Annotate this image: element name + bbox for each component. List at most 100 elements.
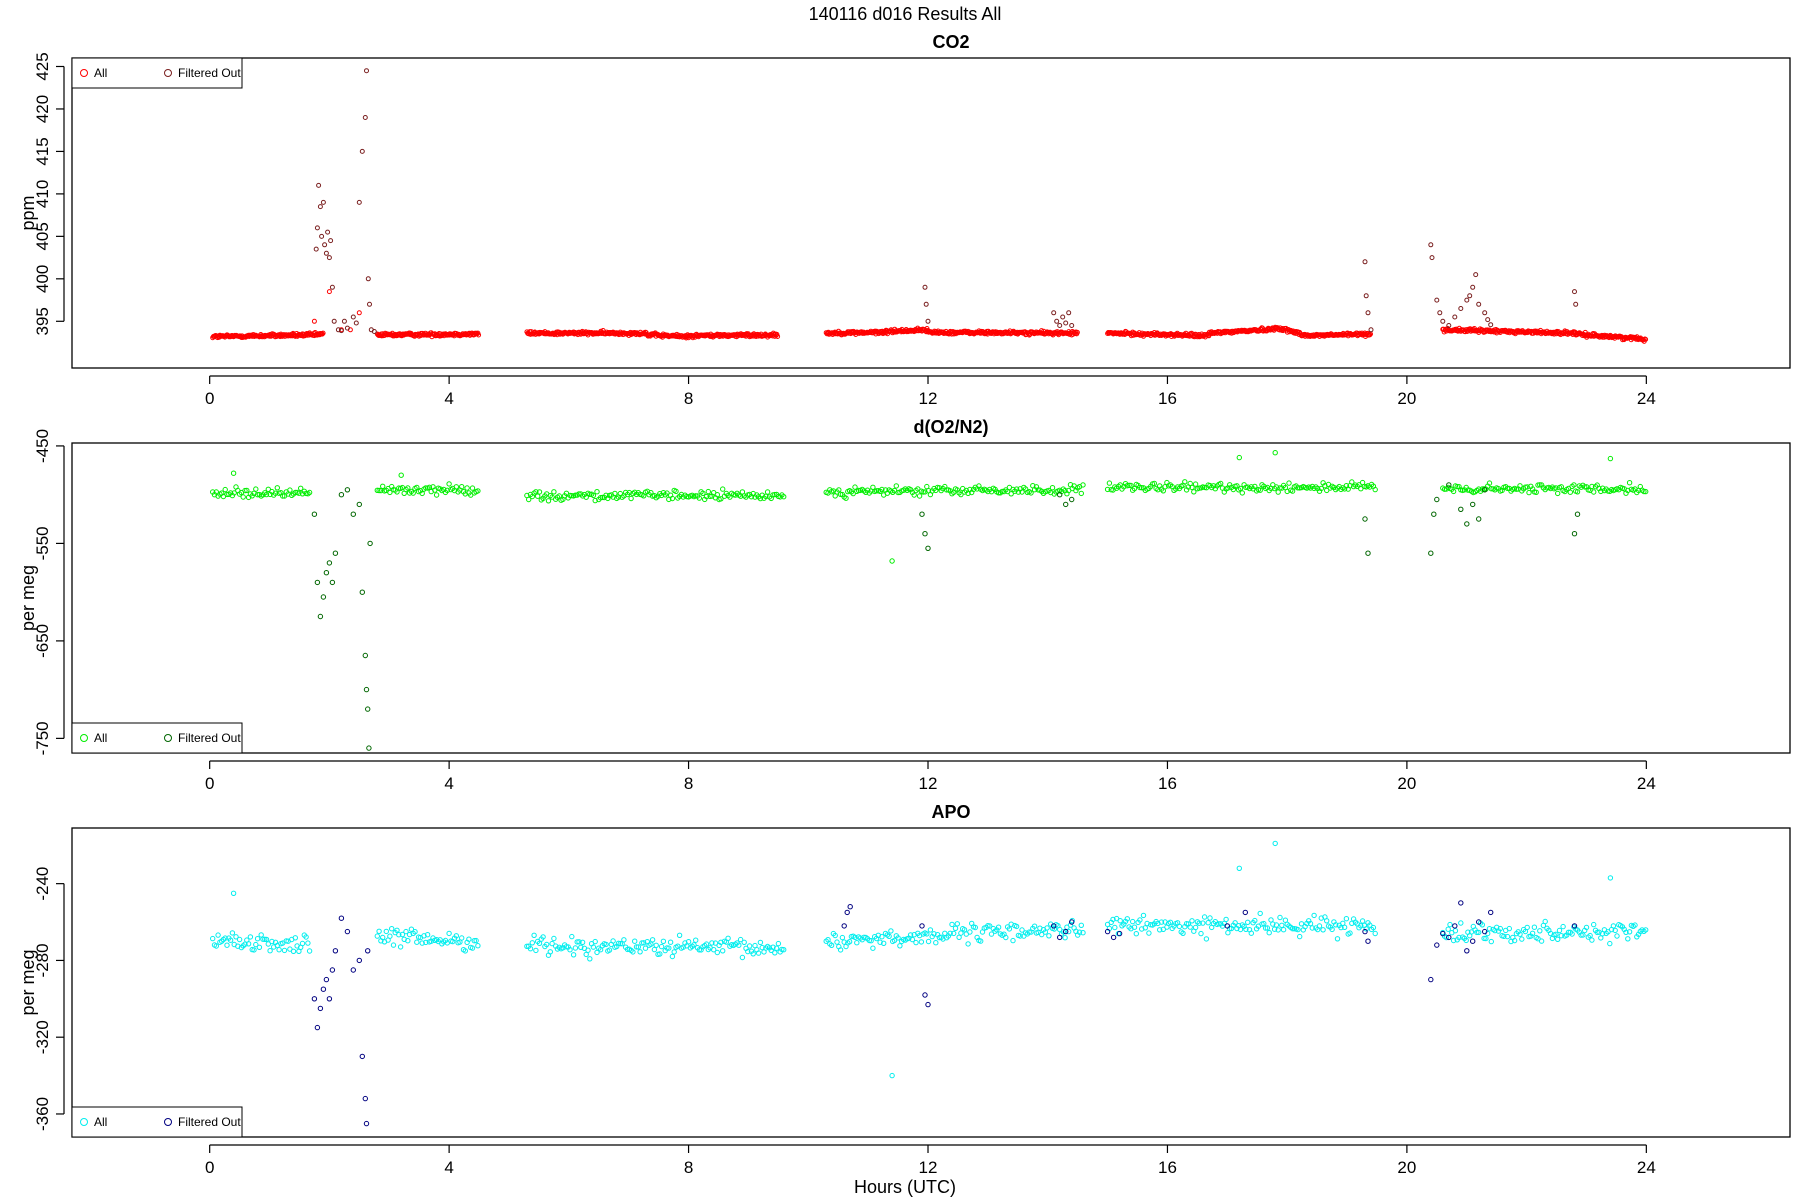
data-point [311,511,318,517]
data-point [1261,920,1267,927]
data-point [1146,930,1152,936]
data-point [1643,336,1649,342]
data-point [590,944,597,950]
series-all [210,450,1649,564]
data-point [1223,916,1229,923]
data-point [1555,936,1561,942]
data-point [269,938,275,945]
data-point [1318,485,1325,492]
data-point [651,946,658,953]
data-point [830,488,837,494]
data-point [367,301,372,307]
data-point [1112,924,1118,931]
data-point [1482,928,1488,935]
data-point [1311,912,1317,919]
data-point [364,68,369,74]
data-point [298,485,304,491]
data-point [258,932,264,938]
data-point [775,334,781,339]
data-point [459,484,465,490]
data-point [1039,328,1044,334]
data-point [1237,926,1244,933]
data-point [314,579,321,586]
data-point [933,940,939,946]
data-point [891,937,898,944]
data-point [671,949,677,955]
x-tick-label: 0 [205,389,214,408]
data-point [632,938,638,944]
data-point [215,932,221,938]
data-point [881,940,887,946]
data-point [376,487,382,494]
data-point [1542,918,1548,925]
data-point [1309,925,1316,931]
x-tick-label: 12 [919,389,938,408]
data-point [725,935,731,941]
data-point [1556,927,1563,934]
legend-label: Filtered Out [178,1115,241,1129]
data-point [1482,487,1488,493]
data-point [367,540,373,547]
data-point [745,948,751,955]
data-point [222,935,228,941]
data-point [326,996,333,1002]
y-tick-label: -450 [33,429,52,463]
data-point [247,934,254,940]
data-point [1207,915,1213,921]
data-point [943,487,950,493]
series-all [210,840,1649,1079]
series-all [210,289,1649,344]
data-point [376,928,382,934]
data-point [1538,938,1545,944]
y-tick-label: -550 [33,526,52,560]
data-point [329,967,336,973]
data-point [1218,480,1224,487]
data-point [841,939,847,945]
data-point [759,944,765,951]
data-point [1131,924,1138,930]
data-point [590,492,597,499]
data-point [737,936,744,943]
data-point [909,936,916,943]
data-point [533,489,539,495]
data-point [245,941,252,947]
data-point [1078,922,1085,928]
data-point [1362,928,1368,935]
data-point [1452,923,1458,929]
data-point [1558,933,1565,939]
data-point [356,199,362,205]
data-point [387,489,393,496]
data-point [1201,914,1208,920]
data-point [630,949,636,955]
data-point [1116,930,1123,937]
data-point [741,939,747,945]
data-point [335,327,341,333]
data-point [332,550,339,556]
data-point [471,938,477,944]
data-point [1359,918,1366,924]
data-point [1476,516,1482,522]
data-point [1497,925,1504,932]
data-point [736,942,742,948]
data-point [836,487,842,493]
data-point [569,933,575,940]
data-point [323,976,330,983]
data-point [1104,486,1111,493]
data-point [1078,490,1085,497]
data-point [693,937,699,943]
data-point [755,950,762,956]
data-point [673,488,679,494]
data-point [1080,482,1086,488]
data-point [879,934,885,940]
data-point [919,923,925,929]
data-marks [210,450,1649,751]
data-point [1003,934,1009,941]
data-point [1057,934,1063,941]
data-point [664,945,670,951]
x-tick-label: 12 [919,774,938,793]
data-point [389,926,395,932]
data-point [274,485,280,491]
data-point [1237,485,1244,492]
x-axis-label: Hours (UTC) [854,1177,956,1197]
x-tick-label: 24 [1637,774,1656,793]
